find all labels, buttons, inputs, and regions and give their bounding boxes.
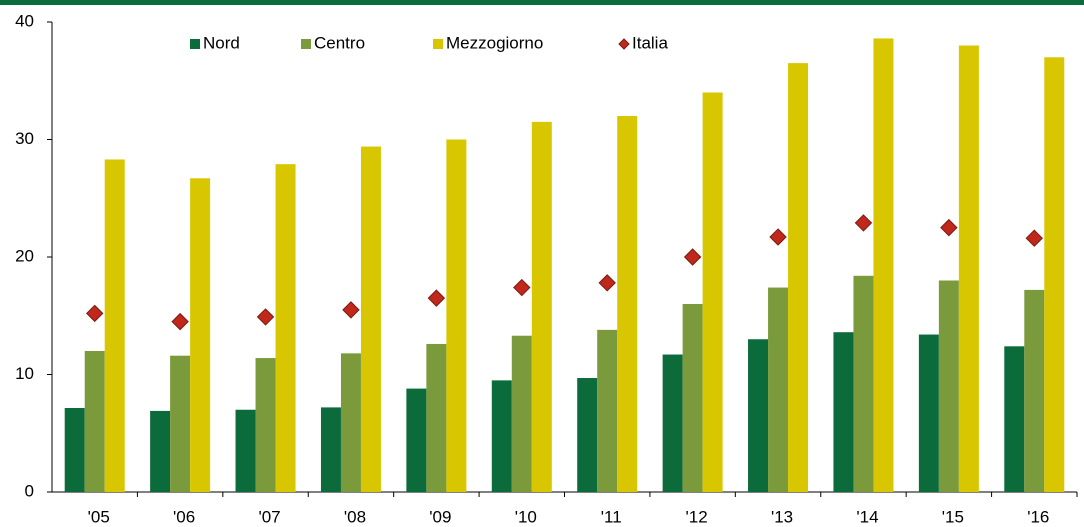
point bbox=[513, 278, 531, 297]
bar bbox=[360, 146, 381, 493]
point bbox=[342, 301, 360, 319]
bar bbox=[958, 45, 979, 492]
point bbox=[940, 218, 958, 237]
legend-label: Nord bbox=[203, 33, 240, 52]
bar bbox=[918, 334, 939, 492]
x-tick-label: '15 bbox=[942, 507, 964, 526]
bar bbox=[531, 121, 552, 492]
x-tick-label: '16 bbox=[1027, 507, 1049, 526]
point bbox=[598, 274, 616, 292]
legend-label: Centro bbox=[314, 33, 365, 52]
y-tick-label: 20 bbox=[15, 246, 34, 265]
point bbox=[854, 214, 873, 232]
bar bbox=[255, 358, 276, 492]
bar bbox=[853, 275, 874, 492]
x-tick-label: '14 bbox=[856, 507, 878, 526]
bar bbox=[662, 354, 683, 492]
bar bbox=[104, 159, 125, 492]
bar bbox=[873, 38, 894, 492]
bar bbox=[340, 353, 361, 492]
bar bbox=[491, 380, 512, 492]
bar bbox=[833, 332, 854, 492]
y-tick-label: 0 bbox=[25, 481, 34, 500]
y-tick-label: 30 bbox=[15, 129, 34, 148]
x-tick-label: '06 bbox=[173, 507, 195, 526]
legend-marker bbox=[301, 39, 311, 49]
bar bbox=[1024, 289, 1045, 492]
x-tick-label: '10 bbox=[515, 507, 537, 526]
legend-label: Mezzogiorno bbox=[446, 33, 543, 52]
y-tick-label: 10 bbox=[15, 364, 34, 383]
y-tick-label: 40 bbox=[15, 11, 34, 30]
x-tick-label: '08 bbox=[344, 507, 366, 526]
bar bbox=[235, 409, 256, 492]
bar bbox=[788, 63, 809, 492]
point bbox=[769, 228, 787, 246]
bar bbox=[320, 407, 341, 492]
legend-marker bbox=[433, 39, 443, 49]
legend-marker bbox=[618, 38, 630, 50]
bar bbox=[64, 407, 85, 492]
bar bbox=[84, 351, 105, 492]
x-tick-label: '07 bbox=[258, 507, 280, 526]
bar bbox=[748, 339, 769, 492]
bar bbox=[1044, 57, 1065, 492]
bar bbox=[702, 92, 723, 492]
point bbox=[683, 248, 702, 266]
bar bbox=[577, 378, 598, 492]
bar bbox=[406, 388, 427, 492]
bar bbox=[682, 304, 703, 492]
bar bbox=[446, 139, 467, 492]
legend-marker bbox=[190, 39, 200, 49]
bar bbox=[426, 343, 447, 492]
bar bbox=[275, 164, 296, 493]
point bbox=[171, 312, 189, 331]
bar bbox=[511, 335, 532, 492]
bar bbox=[170, 355, 191, 492]
point bbox=[256, 308, 275, 326]
bar bbox=[597, 329, 618, 492]
point bbox=[1025, 229, 1043, 247]
bar bbox=[938, 280, 959, 492]
bar bbox=[617, 116, 638, 492]
legend-label: Italia bbox=[632, 33, 668, 52]
bar bbox=[190, 178, 211, 492]
bar bbox=[768, 287, 789, 492]
point bbox=[427, 289, 446, 307]
point bbox=[86, 304, 104, 323]
x-tick-label: '11 bbox=[601, 507, 622, 526]
x-tick-label: '13 bbox=[771, 507, 793, 526]
top-band bbox=[0, 0, 1084, 5]
x-tick-label: '05 bbox=[88, 507, 110, 526]
bar bbox=[150, 410, 171, 492]
x-tick-label: '09 bbox=[429, 507, 451, 526]
bar bbox=[1004, 346, 1025, 492]
x-tick-label: '12 bbox=[686, 507, 708, 526]
